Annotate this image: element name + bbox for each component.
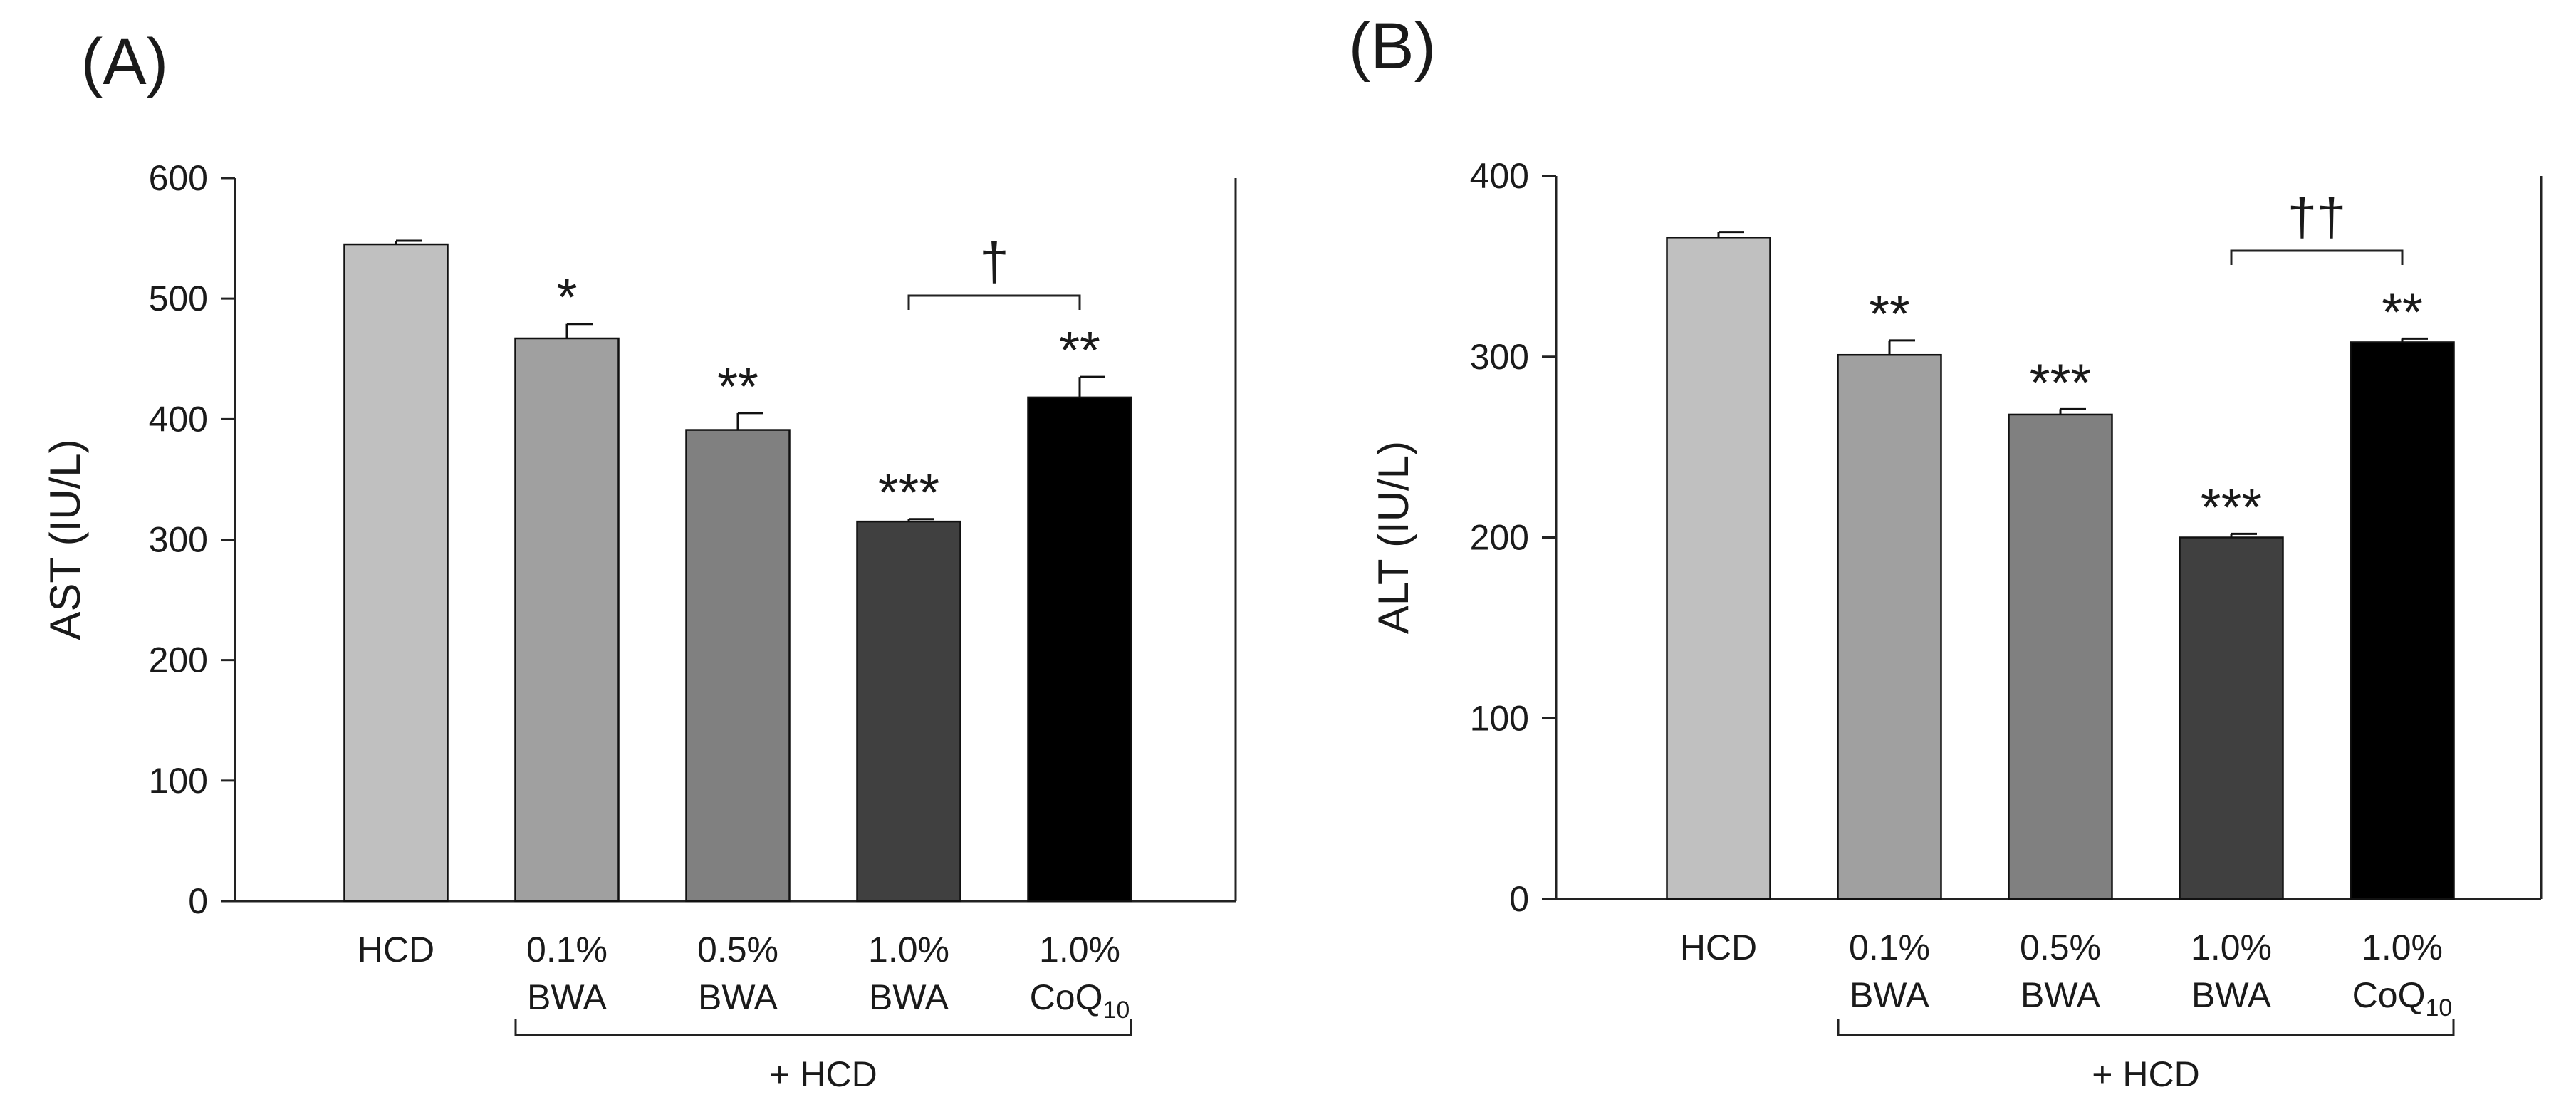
category-subscript: 10 <box>1102 997 1130 1024</box>
bar <box>2008 413 2113 900</box>
category-label: 0.5% <box>697 930 778 970</box>
y-axis-title: AST (IU/L) <box>41 439 89 640</box>
category-sublabel-text: BWA <box>2191 975 2272 1015</box>
category-sublabel: BWA <box>2020 975 2101 1015</box>
category-label: 0.1% <box>1849 927 1930 967</box>
y-tick-label: 300 <box>149 520 208 560</box>
group-label: + HCD <box>769 1054 877 1094</box>
category-subscript: 10 <box>2425 994 2452 1022</box>
category-label: 1.0% <box>2191 927 2272 967</box>
bar <box>2350 341 2455 900</box>
y-tick-label: 200 <box>1470 518 1529 558</box>
category-label: 1.0% <box>1039 930 1120 970</box>
category-sublabel: CoQ10 <box>1030 977 1130 1024</box>
category-label: 0.5% <box>2020 927 2101 967</box>
bar <box>1027 396 1132 903</box>
y-tick-label: 400 <box>149 399 208 439</box>
bar <box>856 520 961 903</box>
category-sublabel: BWA <box>527 977 608 1017</box>
significance-marker: *** <box>878 463 939 522</box>
group-bracket <box>514 1019 1132 1036</box>
category-sublabel-text: CoQ <box>2352 975 2426 1015</box>
category-sublabel-text: BWA <box>869 977 949 1017</box>
significance-marker: ** <box>2382 282 2423 341</box>
significance-marker: *** <box>2201 477 2262 536</box>
bar <box>514 337 620 903</box>
y-tick-label: 100 <box>1470 698 1529 738</box>
category-sublabel: BWA <box>869 977 949 1017</box>
comparison-marker: † <box>979 232 1008 291</box>
category-label: 1.0% <box>2362 927 2443 967</box>
comparison-bracket <box>2230 249 2404 265</box>
y-tick-label: 300 <box>1470 337 1529 377</box>
y-tick-label: 0 <box>1509 879 1529 919</box>
category-label: HCD <box>1680 927 1757 967</box>
significance-marker: ** <box>1059 321 1100 380</box>
comparison-bracket <box>907 294 1081 310</box>
bar <box>343 243 449 903</box>
bar <box>2179 536 2284 900</box>
category-label: 1.0% <box>868 930 949 970</box>
bar <box>1837 353 1942 900</box>
y-axis-title: ALT (IU/L) <box>1370 441 1417 634</box>
panel-b: (B) 0 100 200 300 400 ALT (IU/L) HCD ** 0.1% BWA **… <box>1349 10 2543 1094</box>
significance-marker: ** <box>717 357 758 416</box>
y-tick-label: 0 <box>188 881 208 921</box>
y-tick-label: 100 <box>149 761 208 801</box>
bar <box>1666 237 1771 900</box>
group-label: + HCD <box>2092 1054 2199 1094</box>
category-sublabel-text: BWA <box>527 977 608 1017</box>
significance-marker: *** <box>2030 353 2091 412</box>
category-sublabel: BWA <box>2191 975 2272 1015</box>
category-label: 0.1% <box>526 930 608 970</box>
category-sublabel-text: CoQ <box>1030 977 1103 1017</box>
category-sublabel: BWA <box>1850 975 1930 1015</box>
group-bracket <box>1837 1019 2455 1036</box>
category-sublabel-text: BWA <box>2020 975 2101 1015</box>
panel-label: (A) <box>81 26 169 98</box>
category-sublabel: CoQ10 <box>2352 975 2453 1022</box>
y-tick-label: 200 <box>149 640 208 680</box>
comparison-marker: †† <box>2288 187 2346 246</box>
bar <box>685 429 791 903</box>
y-tick-label: 500 <box>149 279 208 318</box>
significance-marker: * <box>557 268 578 327</box>
category-sublabel-text: BWA <box>1850 975 1930 1015</box>
panel-a: (A) 0 100 200 300 400 500 600 AST (IU/L) HCD * 0.1%… <box>41 26 1237 1094</box>
panel-label: (B) <box>1349 10 1436 83</box>
category-label: HCD <box>358 930 434 970</box>
significance-marker: ** <box>1869 284 1910 343</box>
category-sublabel-text: BWA <box>698 977 778 1017</box>
y-tick-label: 400 <box>1470 156 1529 196</box>
category-sublabel: BWA <box>698 977 778 1017</box>
y-tick-label: 600 <box>149 158 208 198</box>
